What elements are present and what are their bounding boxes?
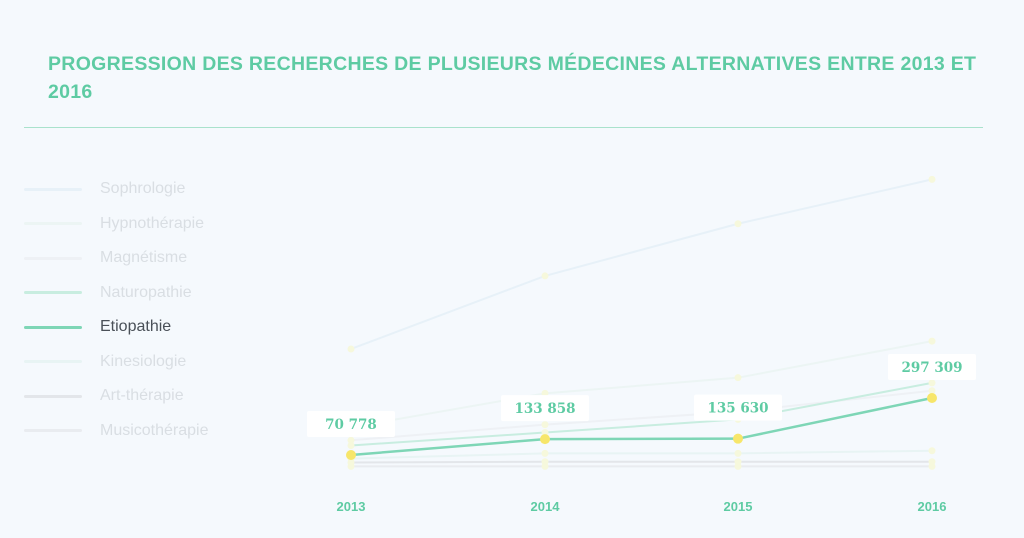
data-point bbox=[541, 449, 549, 457]
data-label: 135 630 bbox=[707, 401, 768, 417]
x-tick-label: 2014 bbox=[531, 499, 561, 514]
data-point bbox=[734, 220, 742, 228]
legend-item[interactable]: Etiopathie bbox=[24, 310, 254, 345]
data-point bbox=[928, 447, 936, 455]
data-label-box bbox=[501, 395, 589, 422]
data-label: 70 778 bbox=[325, 417, 377, 433]
legend-item[interactable]: Naturopathie bbox=[24, 276, 254, 311]
data-point-highlighted[interactable] bbox=[733, 433, 743, 444]
chart-title: PROGRESSION DES RECHERCHES DE PLUSIEURS … bbox=[48, 53, 977, 103]
data-point bbox=[541, 389, 549, 397]
data-point bbox=[541, 462, 549, 470]
series-line-sophrologie bbox=[350, 178, 933, 350]
legend-label: Art-thérapie bbox=[100, 387, 184, 405]
legend-label: Etiopathie bbox=[100, 318, 172, 336]
legend-label: Magnétisme bbox=[100, 249, 188, 267]
series-line-etiopathie bbox=[350, 396, 933, 457]
data-point bbox=[347, 462, 355, 470]
x-tick-label: 2013 bbox=[337, 499, 366, 514]
x-tick-label: 2016 bbox=[918, 499, 947, 514]
data-point bbox=[541, 272, 549, 280]
legend-label: Naturopathie bbox=[100, 283, 192, 301]
legend-swatch bbox=[24, 256, 82, 260]
legend-swatch bbox=[24, 325, 82, 329]
data-point bbox=[928, 337, 936, 345]
legend-item[interactable]: Magnétisme bbox=[24, 241, 254, 276]
data-label: 133 858 bbox=[514, 401, 575, 417]
data-point-highlighted[interactable] bbox=[927, 393, 937, 403]
legend-swatch bbox=[24, 291, 82, 295]
legend-label: Kinesiologie bbox=[100, 352, 187, 370]
data-point bbox=[734, 462, 742, 470]
legend-swatch bbox=[24, 360, 82, 364]
data-point bbox=[347, 436, 355, 444]
legend-label: Hypnothérapie bbox=[100, 214, 205, 232]
data-point bbox=[928, 175, 936, 183]
legend-swatch bbox=[24, 429, 82, 433]
data-point bbox=[928, 379, 936, 387]
x-tick-label: 2015 bbox=[724, 499, 753, 514]
data-label: 297 309 bbox=[901, 360, 962, 376]
data-point bbox=[347, 442, 355, 450]
legend-label: Sophrologie bbox=[100, 180, 186, 198]
data-point bbox=[928, 462, 936, 470]
data-label-box bbox=[694, 394, 782, 421]
legend-item[interactable]: Hypnothérapie bbox=[24, 207, 254, 242]
data-point-highlighted[interactable] bbox=[540, 434, 550, 445]
legend-item[interactable]: Musicothérapie bbox=[24, 414, 254, 449]
data-point bbox=[734, 449, 742, 457]
series-line-hypnothérapie bbox=[350, 340, 933, 429]
title-divider bbox=[24, 127, 983, 128]
series-line-kinesiologie bbox=[350, 449, 933, 460]
data-point-highlighted[interactable] bbox=[346, 450, 356, 460]
legend-swatch bbox=[24, 187, 82, 191]
data-label-box bbox=[888, 354, 976, 380]
series-line-art-thérapie bbox=[350, 460, 932, 464]
data-point bbox=[734, 374, 742, 382]
legend: Sophrologie Hypnothérapie Magnétisme Naturo… bbox=[24, 172, 254, 448]
data-point bbox=[928, 387, 936, 395]
legend-item[interactable]: Art-thérapie bbox=[24, 379, 254, 414]
legend-swatch bbox=[24, 394, 82, 398]
legend-item[interactable]: Sophrologie bbox=[24, 172, 254, 207]
data-point bbox=[541, 421, 549, 429]
series-line-naturopathie bbox=[350, 381, 933, 447]
legend-item[interactable]: Kinesiologie bbox=[24, 345, 254, 380]
data-point bbox=[541, 428, 549, 436]
legend-swatch bbox=[24, 222, 82, 226]
legend-label: Musicothérapie bbox=[100, 421, 209, 439]
data-label-box bbox=[307, 411, 395, 437]
data-point bbox=[347, 345, 355, 353]
